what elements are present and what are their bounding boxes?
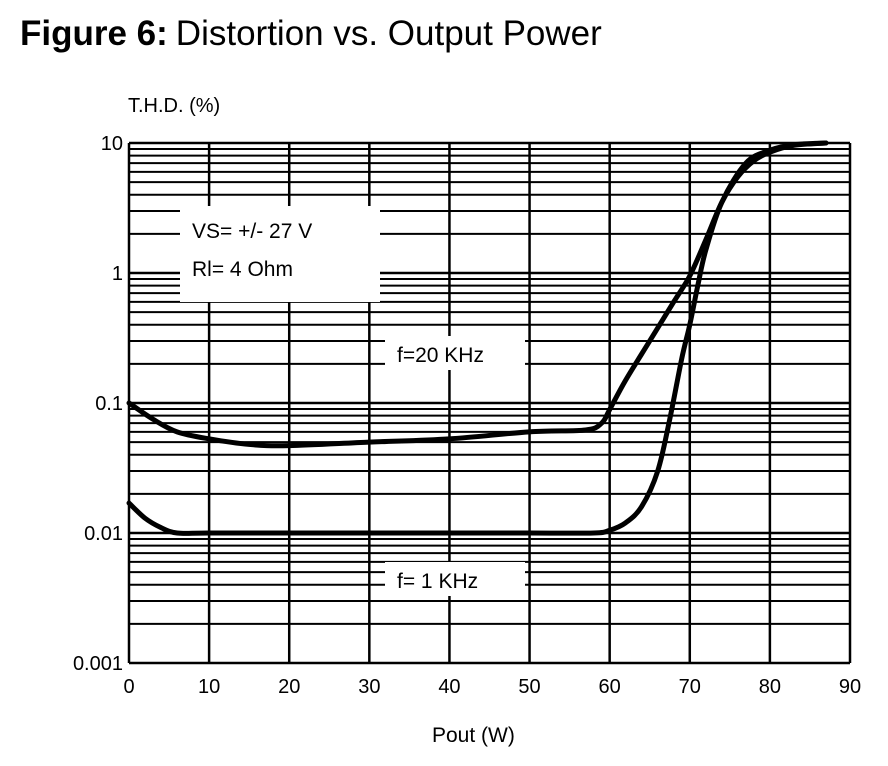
x-tick-label: 70 xyxy=(679,676,701,698)
y-tick-label: 10 xyxy=(101,133,123,155)
x-tick-label: 10 xyxy=(198,676,220,698)
condition-rl: Rl= 4 Ohm xyxy=(192,258,293,281)
title-text: Distortion vs. Output Power xyxy=(175,14,602,53)
x-axis-label: Pout (W) xyxy=(432,724,515,747)
tick-labels: 0 10 20 30 40 50 60 70 80 90 0.001 0.01 0.1 1 10 xyxy=(73,133,861,698)
conditions-box xyxy=(180,206,380,302)
y-axis-label: T.H.D. (%) xyxy=(128,95,220,117)
label-20khz-bg xyxy=(385,336,525,370)
figure-number: Figure 6: xyxy=(20,14,168,53)
curves xyxy=(126,140,829,536)
label-1khz-bg xyxy=(385,562,525,596)
annotations: VS= +/- 27 V Rl= 4 Ohm f=20 KHz f= 1 KHz xyxy=(180,206,525,596)
y-tick-label: 1 xyxy=(112,263,123,285)
condition-vs: VS= +/- 27 V xyxy=(192,220,312,243)
x-tick-label: 80 xyxy=(759,676,781,698)
x-tick-label: 40 xyxy=(438,676,460,698)
series-line-1khz xyxy=(126,140,829,536)
x-tick-label: 60 xyxy=(599,676,621,698)
label-20khz: f=20 KHz xyxy=(397,344,484,367)
x-tick-label: 0 xyxy=(123,676,134,698)
y-tick-label: 0.001 xyxy=(73,653,123,675)
x-tick-label: 90 xyxy=(839,676,861,698)
x-tick-label: 20 xyxy=(278,676,300,698)
y-tick-label: 0.01 xyxy=(84,523,123,545)
x-tick-label: 50 xyxy=(518,676,540,698)
x-tick-label: 30 xyxy=(358,676,380,698)
label-1khz: f= 1 KHz xyxy=(397,570,478,593)
chart-title: Figure 6: Distortion vs. Output Power xyxy=(20,14,602,54)
y-tick-label: 0.1 xyxy=(95,393,123,415)
